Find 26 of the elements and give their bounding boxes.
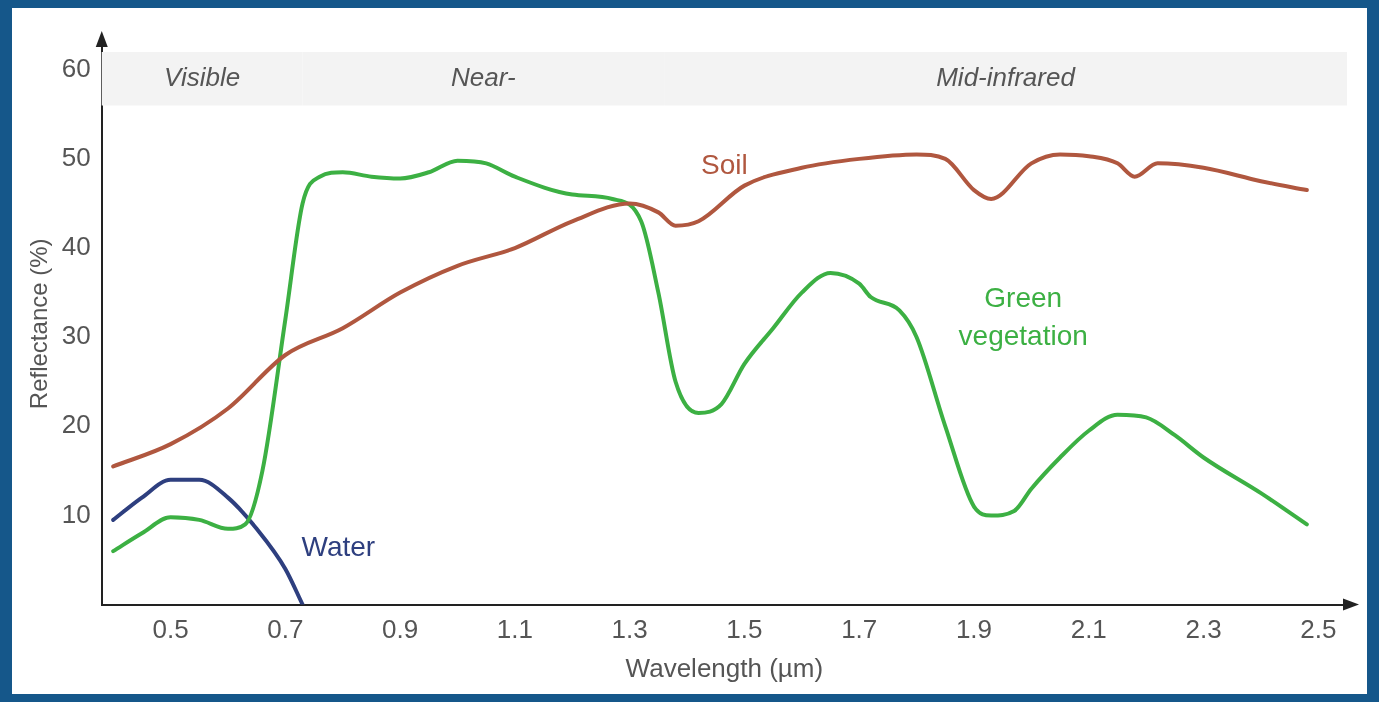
- x-tick-label: 2.1: [1070, 614, 1107, 645]
- series-label: Green vegetation: [958, 281, 1088, 351]
- line-series: [111, 152, 1309, 469]
- x-tick-label: 2.3: [1185, 614, 1222, 645]
- y-tick-label: 60: [61, 52, 91, 83]
- y-tick-label: 20: [61, 409, 91, 440]
- x-tick-label: 0.7: [267, 614, 304, 645]
- x-tick-label: 1.3: [611, 614, 648, 645]
- x-tick-label: 1.9: [955, 614, 993, 645]
- series-label: Water: [301, 531, 376, 563]
- y-tick-label: 10: [61, 498, 91, 529]
- band-label: Visible: [164, 61, 241, 92]
- band-label: Near-: [451, 61, 516, 92]
- y-axis-title: Reflectance (%): [25, 238, 53, 410]
- band-label: Mid-infrared: [936, 61, 1077, 92]
- x-tick-label: 1.1: [496, 614, 533, 645]
- x-axis-title: Wavelength (µm): [625, 652, 824, 683]
- y-tick-label: 40: [61, 231, 91, 262]
- series-label: Soil: [701, 149, 748, 181]
- x-tick-label: 0.5: [152, 614, 189, 645]
- x-tick-label: 1.5: [726, 614, 763, 645]
- y-tick-label: 50: [61, 142, 91, 173]
- x-tick-label: 2.5: [1300, 614, 1337, 645]
- y-tick-label: 30: [61, 320, 91, 351]
- x-tick-label: 1.7: [841, 614, 878, 645]
- x-tick-label: 0.9: [382, 614, 419, 645]
